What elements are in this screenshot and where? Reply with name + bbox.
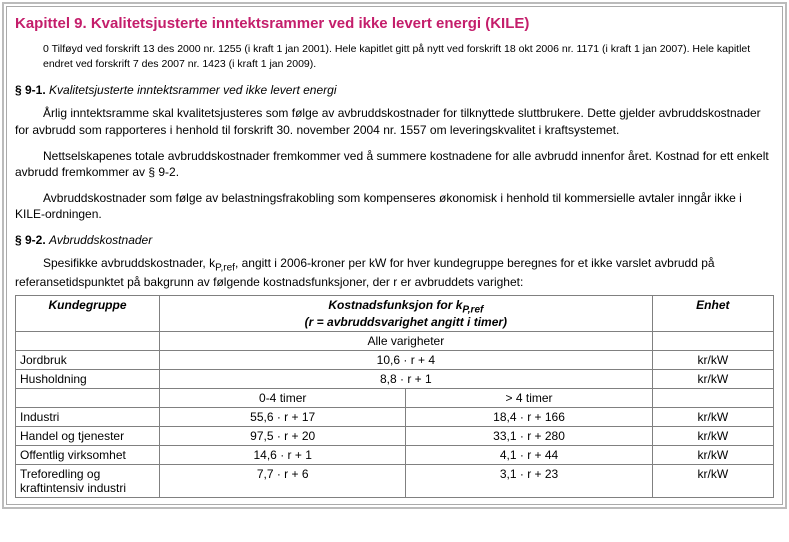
cell-fn1: 14,6 · r + 1 xyxy=(160,445,406,464)
section-name: Avbruddskostnader xyxy=(49,233,152,247)
cell-empty xyxy=(16,331,160,350)
cell-label: Husholdning xyxy=(16,369,160,388)
cell-label: Treforedling og kraftintensiv industri xyxy=(16,464,160,497)
table-row: Offentlig virksomhet 14,6 · r + 1 4,1 · … xyxy=(16,445,774,464)
section-9-1-heading: § 9-1. Kvalitetsjusterte inntektsrammer … xyxy=(15,83,774,97)
cell-unit: kr/kW xyxy=(652,369,773,388)
section-name: Kvalitetsjusterte inntektsrammer ved ikk… xyxy=(49,83,336,97)
cell-unit: kr/kW xyxy=(652,445,773,464)
section-9-1-p3: Avbruddskostnader som følge av belastnin… xyxy=(15,190,774,222)
cell-empty xyxy=(16,388,160,407)
section-9-1-p1: Årlig inntektsramme skal kvalitetsjuster… xyxy=(15,105,774,137)
table-row: Husholdning 8,8 · r + 1 kr/kW xyxy=(16,369,774,388)
section-number: § 9-1. xyxy=(15,83,46,97)
cell-fn1: 55,6 · r + 17 xyxy=(160,407,406,426)
cell-fn: 8,8 · r + 1 xyxy=(160,369,653,388)
table-header-row: Kundegruppe Kostnadsfunksjon for kP,ref … xyxy=(16,295,774,331)
th-fn-text-b: (r = avbruddsvarighet angitt i timer) xyxy=(305,315,507,329)
table-subhead-split: 0-4 timer > 4 timer xyxy=(16,388,774,407)
cell-empty xyxy=(652,388,773,407)
table-row: Jordbruk 10,6 · r + 4 kr/kW xyxy=(16,350,774,369)
cell-label: Jordbruk xyxy=(16,350,160,369)
document-frame-inner: Kapittel 9. Kvalitetsjusterte inntektsra… xyxy=(6,6,783,505)
section-9-2-intro: Spesifikke avbruddskostnader, kP,ref, an… xyxy=(15,255,774,291)
cell-fn2: 3,1 · r + 23 xyxy=(406,464,652,497)
table-row: Treforedling og kraftintensiv industri 7… xyxy=(16,464,774,497)
th-kostnadsfunksjon: Kostnadsfunksjon for kP,ref (r = avbrudd… xyxy=(160,295,653,331)
th-kundegruppe: Kundegruppe xyxy=(16,295,160,331)
intro-text-a: Spesifikke avbruddskostnader, k xyxy=(43,256,215,270)
table-subhead-all: Alle varigheter xyxy=(16,331,774,350)
cell-fn2: 33,1 · r + 280 xyxy=(406,426,652,445)
cell-fn2: 4,1 · r + 44 xyxy=(406,445,652,464)
th-enhet: Enhet xyxy=(652,295,773,331)
cost-function-table: Kundegruppe Kostnadsfunksjon for kP,ref … xyxy=(15,295,774,498)
chapter-title: Kapittel 9. Kvalitetsjusterte inntektsra… xyxy=(15,15,774,32)
intro-subscript: P,ref xyxy=(215,262,235,273)
cell-fn1: 7,7 · r + 6 xyxy=(160,464,406,497)
cell-unit: kr/kW xyxy=(652,464,773,497)
th-fn-text-a: Kostnadsfunksjon for k xyxy=(328,298,462,312)
section-9-1-p2: Nettselskapenes totale avbruddskostnader… xyxy=(15,148,774,180)
cell-label: Offentlig virksomhet xyxy=(16,445,160,464)
table-row: Handel og tjenester 97,5 · r + 20 33,1 ·… xyxy=(16,426,774,445)
document-frame-outer: Kapittel 9. Kvalitetsjusterte inntektsra… xyxy=(2,2,787,509)
cell-unit: kr/kW xyxy=(652,426,773,445)
amendment-note: 0 Tilføyd ved forskrift 13 des 2000 nr. … xyxy=(43,42,774,71)
cell-label: Industri xyxy=(16,407,160,426)
cell-0-4-timer: 0-4 timer xyxy=(160,388,406,407)
cell-empty xyxy=(652,331,773,350)
table-row: Industri 55,6 · r + 17 18,4 · r + 166 kr… xyxy=(16,407,774,426)
cell-gt4-timer: > 4 timer xyxy=(406,388,652,407)
section-9-2-heading: § 9-2. Avbruddskostnader xyxy=(15,233,774,247)
cell-label: Handel og tjenester xyxy=(16,426,160,445)
cell-fn2: 18,4 · r + 166 xyxy=(406,407,652,426)
cell-all-durations: Alle varigheter xyxy=(160,331,653,350)
section-number: § 9-2. xyxy=(15,233,46,247)
th-fn-subscript: P,ref xyxy=(462,304,483,315)
cell-unit: kr/kW xyxy=(652,407,773,426)
cell-fn1: 97,5 · r + 20 xyxy=(160,426,406,445)
cell-unit: kr/kW xyxy=(652,350,773,369)
cell-fn: 10,6 · r + 4 xyxy=(160,350,653,369)
